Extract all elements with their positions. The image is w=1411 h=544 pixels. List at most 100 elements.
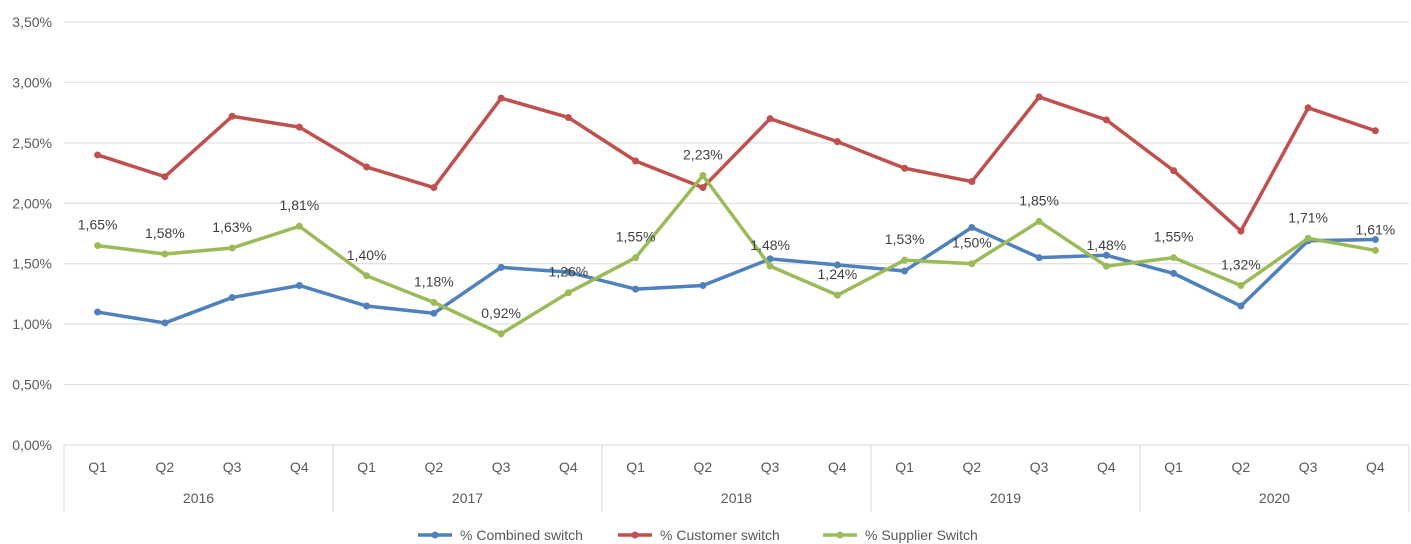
x-tick-label: Q3 <box>1299 459 1318 475</box>
x-tick-label: Q4 <box>1366 459 1385 475</box>
data-label: 1,55% <box>616 229 656 245</box>
x-tick-label: Q2 <box>156 459 175 475</box>
data-label: 0,92% <box>481 305 521 321</box>
data-label: 1,18% <box>414 273 454 289</box>
data-point <box>1237 302 1245 310</box>
legend-marker <box>836 531 844 539</box>
data-point <box>833 261 841 269</box>
data-point <box>363 302 371 310</box>
data-point <box>94 151 102 159</box>
y-tick-label: 1,50% <box>12 256 52 272</box>
x-group-label: 2018 <box>721 490 752 506</box>
data-point <box>632 254 640 262</box>
legend-label: % Customer switch <box>660 527 780 543</box>
data-point <box>363 272 371 280</box>
y-tick-label: 0,00% <box>12 437 52 453</box>
data-point <box>564 268 572 276</box>
data-point <box>1371 236 1379 244</box>
data-point <box>1371 246 1379 254</box>
x-tick-label: Q1 <box>88 459 107 475</box>
data-point <box>766 262 774 270</box>
data-point <box>1304 104 1312 112</box>
data-point <box>363 163 371 171</box>
data-label: 1,24% <box>818 266 858 282</box>
data-point <box>564 289 572 297</box>
gridlines <box>64 21 1409 386</box>
data-point <box>94 308 102 316</box>
y-tick-label: 2,00% <box>12 195 52 211</box>
legend-marker <box>431 531 439 539</box>
series-line <box>95 173 1378 336</box>
x-tick-label: Q2 <box>963 459 982 475</box>
data-point <box>968 260 976 268</box>
y-tick-label: 0,50% <box>12 377 52 393</box>
data-point <box>497 94 505 102</box>
x-tick-label: Q3 <box>223 459 242 475</box>
series-line <box>95 225 1378 325</box>
data-label: 1,50% <box>952 235 992 251</box>
data-point <box>430 309 438 317</box>
data-point <box>1304 234 1312 242</box>
data-point <box>228 244 236 252</box>
data-point <box>1237 281 1245 289</box>
data-point <box>1237 227 1245 235</box>
data-point <box>295 123 303 131</box>
series-line <box>95 95 1378 233</box>
x-tick-label: Q4 <box>290 459 309 475</box>
legend-item: % Combined switch <box>418 527 583 543</box>
data-point <box>295 222 303 230</box>
data-label: 1,58% <box>145 225 185 241</box>
x-tick-label: Q2 <box>425 459 444 475</box>
data-point <box>833 291 841 299</box>
data-point <box>161 173 169 181</box>
data-label: 1,53% <box>885 231 925 247</box>
data-label: 1,63% <box>212 219 252 235</box>
data-point <box>632 285 640 293</box>
data-point <box>161 250 169 258</box>
data-point <box>833 138 841 146</box>
data-point <box>901 267 909 275</box>
data-label: 1,61% <box>1356 221 1396 237</box>
data-point <box>699 171 707 179</box>
data-point <box>564 113 572 121</box>
data-point <box>1170 254 1178 262</box>
legend-label: % Supplier Switch <box>865 527 978 543</box>
x-tick-label: Q4 <box>559 459 578 475</box>
legend-item: % Supplier Switch <box>823 527 978 543</box>
x-tick-label: Q1 <box>357 459 376 475</box>
data-point <box>161 319 169 327</box>
data-point <box>766 115 774 123</box>
data-label: 1,26% <box>549 264 589 280</box>
data-point <box>1102 251 1110 259</box>
data-point <box>1102 116 1110 124</box>
data-point <box>699 184 707 192</box>
x-group-label: 2016 <box>183 490 214 506</box>
data-label: 1,65% <box>78 217 118 233</box>
data-label: 1,48% <box>750 237 790 253</box>
data-point <box>968 178 976 186</box>
data-point <box>1371 127 1379 135</box>
y-tick-label: 3,50% <box>12 14 52 30</box>
data-point <box>968 223 976 231</box>
x-tick-label: Q3 <box>1030 459 1049 475</box>
data-point <box>766 255 774 263</box>
series-lines <box>94 93 1379 338</box>
data-point <box>1170 167 1178 175</box>
x-tick-label: Q1 <box>895 459 914 475</box>
data-point <box>1035 93 1043 101</box>
x-tick-label: Q3 <box>492 459 511 475</box>
y-tick-label: 1,00% <box>12 316 52 332</box>
data-labels: 1,65% 1,58% 1,63% 1,81% 1,40% 1,18% 0,92% 1,26%… <box>78 146 1395 320</box>
x-tick-label: Q1 <box>626 459 645 475</box>
data-point <box>497 263 505 271</box>
data-point <box>1170 269 1178 277</box>
data-point <box>228 112 236 120</box>
data-point <box>430 298 438 306</box>
legend: % Combined switch % Customer switch % Supp… <box>418 527 978 543</box>
x-tick-label: Q3 <box>761 459 780 475</box>
data-label: 1,55% <box>1154 229 1194 245</box>
x-tick-label: Q4 <box>828 459 847 475</box>
data-point <box>94 242 102 250</box>
